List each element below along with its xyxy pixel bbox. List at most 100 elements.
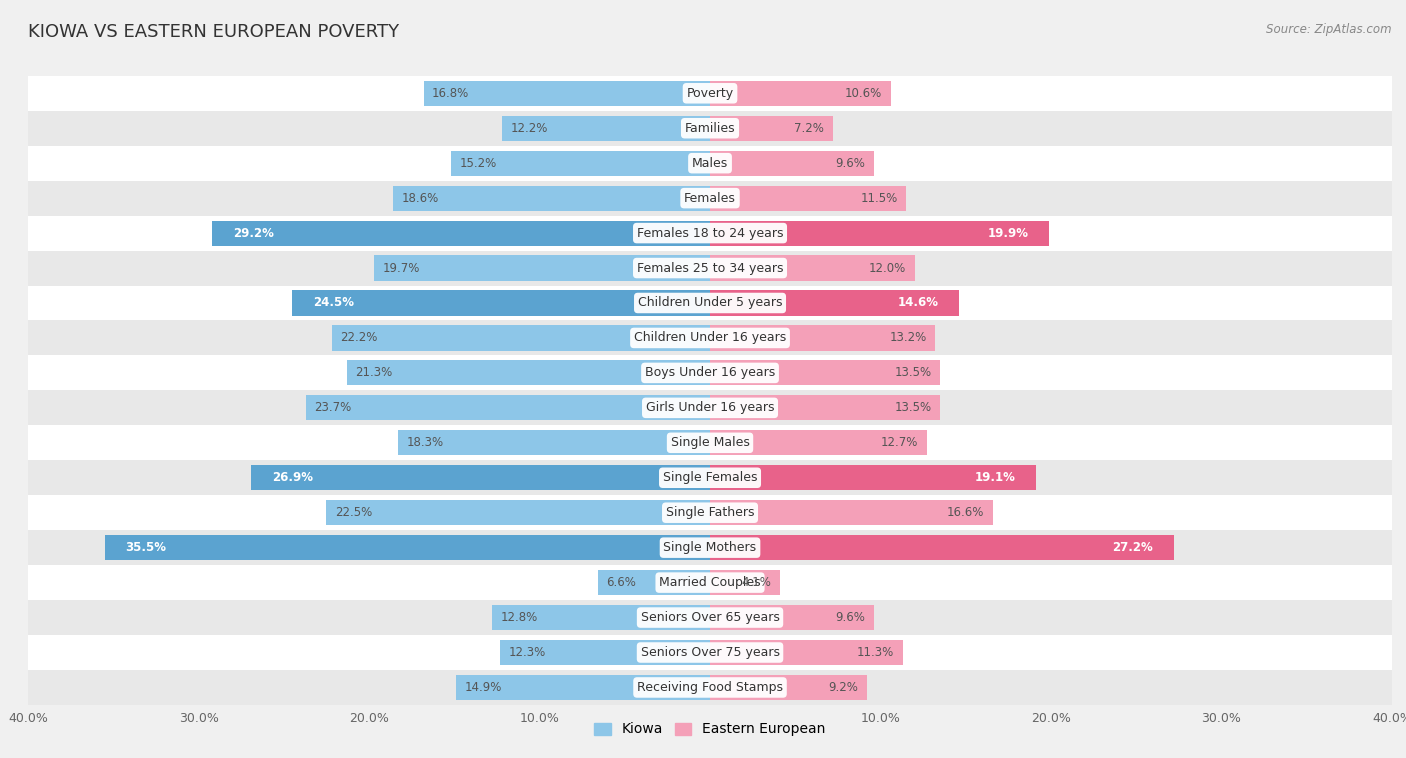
- Text: 12.3%: 12.3%: [509, 646, 546, 659]
- Bar: [28, 286, 1392, 321]
- Text: 19.1%: 19.1%: [974, 471, 1015, 484]
- Text: Single Females: Single Females: [662, 471, 758, 484]
- Bar: [710, 395, 941, 421]
- Text: 23.7%: 23.7%: [315, 401, 352, 415]
- Text: Girls Under 16 years: Girls Under 16 years: [645, 401, 775, 415]
- Text: Married Couples: Married Couples: [659, 576, 761, 589]
- Bar: [28, 530, 1392, 565]
- Bar: [28, 565, 1392, 600]
- Text: 13.5%: 13.5%: [894, 366, 932, 380]
- Bar: [28, 635, 1392, 670]
- Bar: [451, 151, 710, 176]
- Bar: [28, 251, 1392, 286]
- Bar: [28, 425, 1392, 460]
- Text: Single Mothers: Single Mothers: [664, 541, 756, 554]
- Bar: [28, 460, 1392, 495]
- Text: Families: Families: [685, 122, 735, 135]
- Text: 16.8%: 16.8%: [432, 86, 470, 100]
- Bar: [28, 76, 1392, 111]
- Bar: [710, 465, 1036, 490]
- Text: 11.3%: 11.3%: [856, 646, 894, 659]
- Bar: [710, 151, 873, 176]
- Text: Source: ZipAtlas.com: Source: ZipAtlas.com: [1267, 23, 1392, 36]
- Text: 11.5%: 11.5%: [860, 192, 897, 205]
- Text: 7.2%: 7.2%: [794, 122, 824, 135]
- Bar: [710, 80, 891, 106]
- Text: 19.7%: 19.7%: [382, 262, 420, 274]
- Bar: [492, 605, 710, 630]
- Bar: [212, 221, 710, 246]
- Text: 9.6%: 9.6%: [835, 157, 865, 170]
- Bar: [710, 360, 941, 386]
- Bar: [332, 325, 710, 350]
- Bar: [307, 395, 710, 421]
- Bar: [423, 80, 710, 106]
- Text: 14.9%: 14.9%: [464, 681, 502, 694]
- Text: 29.2%: 29.2%: [233, 227, 274, 240]
- Bar: [710, 431, 927, 456]
- Text: 10.6%: 10.6%: [845, 86, 882, 100]
- Bar: [28, 600, 1392, 635]
- Text: 18.3%: 18.3%: [406, 437, 444, 449]
- Bar: [710, 675, 868, 700]
- Text: Single Males: Single Males: [671, 437, 749, 449]
- Text: 16.6%: 16.6%: [948, 506, 984, 519]
- Bar: [710, 605, 873, 630]
- Bar: [28, 111, 1392, 146]
- Text: 27.2%: 27.2%: [1112, 541, 1153, 554]
- Text: KIOWA VS EASTERN EUROPEAN POVERTY: KIOWA VS EASTERN EUROPEAN POVERTY: [28, 23, 399, 41]
- Text: 13.5%: 13.5%: [894, 401, 932, 415]
- Bar: [598, 570, 710, 595]
- Text: Poverty: Poverty: [686, 86, 734, 100]
- Text: 14.6%: 14.6%: [897, 296, 938, 309]
- Bar: [252, 465, 710, 490]
- Text: 12.2%: 12.2%: [510, 122, 548, 135]
- Text: 12.8%: 12.8%: [501, 611, 537, 624]
- Bar: [292, 290, 710, 315]
- Text: Receiving Food Stamps: Receiving Food Stamps: [637, 681, 783, 694]
- Text: 4.1%: 4.1%: [741, 576, 772, 589]
- Bar: [710, 640, 903, 665]
- Text: 22.2%: 22.2%: [340, 331, 377, 344]
- Bar: [710, 535, 1174, 560]
- Text: 12.7%: 12.7%: [880, 437, 918, 449]
- Text: 12.0%: 12.0%: [869, 262, 905, 274]
- Bar: [374, 255, 710, 280]
- Bar: [28, 321, 1392, 356]
- Text: 35.5%: 35.5%: [125, 541, 166, 554]
- Text: 26.9%: 26.9%: [271, 471, 314, 484]
- Text: 15.2%: 15.2%: [460, 157, 496, 170]
- Bar: [501, 640, 710, 665]
- Bar: [28, 390, 1392, 425]
- Text: Females 18 to 24 years: Females 18 to 24 years: [637, 227, 783, 240]
- Text: 9.2%: 9.2%: [828, 681, 858, 694]
- Bar: [710, 290, 959, 315]
- Text: Females: Females: [685, 192, 735, 205]
- Text: 22.5%: 22.5%: [335, 506, 373, 519]
- Bar: [710, 116, 832, 141]
- Bar: [392, 186, 710, 211]
- Text: Females 25 to 34 years: Females 25 to 34 years: [637, 262, 783, 274]
- Bar: [502, 116, 710, 141]
- Bar: [28, 495, 1392, 530]
- Bar: [710, 186, 905, 211]
- Bar: [456, 675, 710, 700]
- Text: Males: Males: [692, 157, 728, 170]
- Bar: [710, 570, 780, 595]
- Text: 6.6%: 6.6%: [606, 576, 636, 589]
- Text: Children Under 16 years: Children Under 16 years: [634, 331, 786, 344]
- Text: 24.5%: 24.5%: [312, 296, 354, 309]
- Bar: [28, 146, 1392, 180]
- Bar: [28, 670, 1392, 705]
- Bar: [398, 431, 710, 456]
- Bar: [347, 360, 710, 386]
- Text: 19.9%: 19.9%: [988, 227, 1029, 240]
- Text: 18.6%: 18.6%: [402, 192, 439, 205]
- Bar: [28, 215, 1392, 251]
- Text: Seniors Over 65 years: Seniors Over 65 years: [641, 611, 779, 624]
- Bar: [105, 535, 710, 560]
- Bar: [326, 500, 710, 525]
- Text: Boys Under 16 years: Boys Under 16 years: [645, 366, 775, 380]
- Bar: [710, 255, 915, 280]
- Text: 13.2%: 13.2%: [889, 331, 927, 344]
